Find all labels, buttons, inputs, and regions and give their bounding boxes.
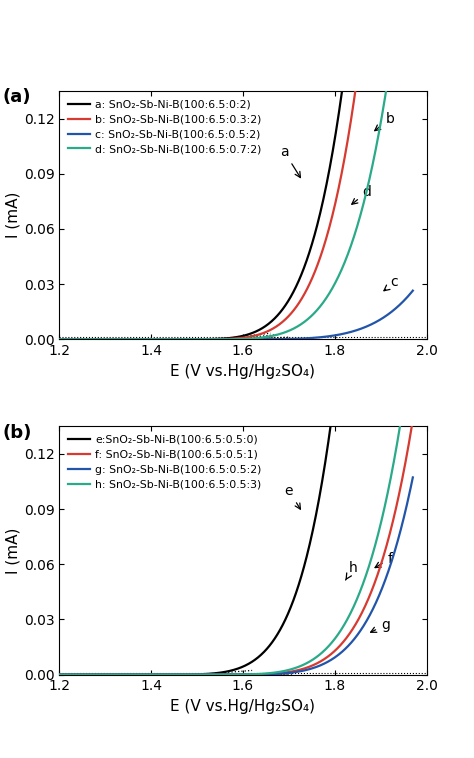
Text: h: h xyxy=(346,561,357,580)
X-axis label: E (V vs.Hg/Hg₂SO₄): E (V vs.Hg/Hg₂SO₄) xyxy=(171,364,315,379)
Legend: e:SnO₂-Sb-Ni-B(100:6.5:0.5:0), f: SnO₂-Sb-Ni-B(100:6.5:0.5:1), g: SnO₂-Sb-Ni-B(1: e:SnO₂-Sb-Ni-B(100:6.5:0.5:0), f: SnO₂-S… xyxy=(64,431,264,493)
Text: b: b xyxy=(375,111,394,130)
Text: (a): (a) xyxy=(2,89,31,106)
Text: e: e xyxy=(284,484,301,509)
Legend: a: SnO₂-Sb-Ni-B(100:6.5:0:2), b: SnO₂-Sb-Ni-B(100:6.5:0.3:2), c: SnO₂-Sb-Ni-B(10: a: SnO₂-Sb-Ni-B(100:6.5:0:2), b: SnO₂-Sb… xyxy=(64,96,264,158)
Text: a: a xyxy=(280,145,301,177)
Text: c: c xyxy=(384,275,398,291)
X-axis label: E (V vs.Hg/Hg₂SO₄): E (V vs.Hg/Hg₂SO₄) xyxy=(171,699,315,714)
Text: f: f xyxy=(375,552,392,568)
Text: g: g xyxy=(371,618,390,632)
Text: (b): (b) xyxy=(2,424,32,442)
Y-axis label: I (mA): I (mA) xyxy=(6,192,21,238)
Y-axis label: I (mA): I (mA) xyxy=(6,528,21,574)
Text: d: d xyxy=(352,185,371,204)
